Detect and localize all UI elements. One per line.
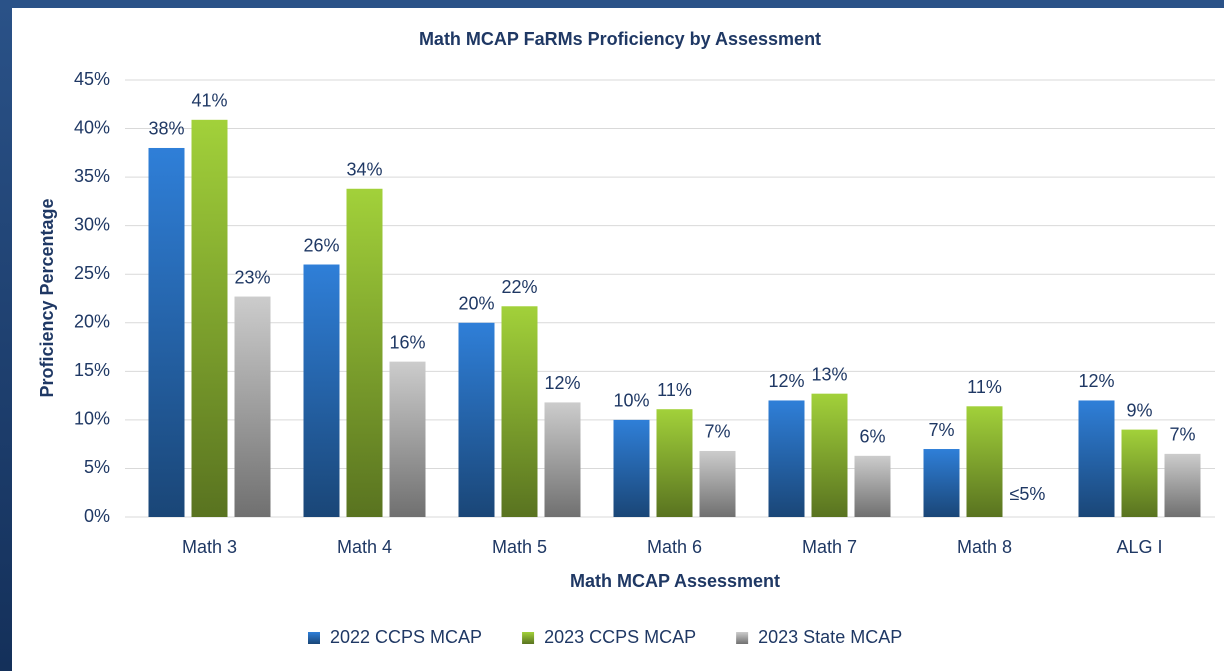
bar	[148, 147, 185, 517]
x-tick-label: Math 6	[647, 537, 702, 557]
y-tick-label: 15%	[74, 360, 110, 380]
data-label: 11%	[657, 380, 692, 400]
data-label: 12%	[1078, 371, 1114, 391]
bar	[501, 306, 538, 517]
data-label: 7%	[928, 420, 954, 440]
bar	[389, 361, 426, 517]
data-label: 12%	[768, 371, 804, 391]
data-label: 23%	[234, 267, 270, 287]
y-axis-label: Proficiency Percentage	[37, 198, 57, 397]
x-tick-label: Math 5	[492, 537, 547, 557]
bar	[699, 450, 736, 517]
data-label: 26%	[303, 235, 339, 255]
bar	[544, 402, 581, 517]
legend-swatch	[308, 632, 320, 644]
y-tick-label: 10%	[74, 409, 110, 429]
bar	[346, 188, 383, 517]
legend-swatch	[736, 632, 749, 644]
data-label: 6%	[859, 427, 885, 447]
bar	[1121, 429, 1158, 517]
y-tick-label: 20%	[74, 312, 110, 332]
legend-label: 2023 CCPS MCAP	[544, 627, 696, 647]
x-tick-label: ALG I	[1116, 537, 1162, 557]
y-tick-label: 0%	[84, 506, 110, 526]
data-label: 9%	[1126, 400, 1152, 420]
data-label: 41%	[191, 91, 227, 111]
data-label: 13%	[811, 364, 847, 384]
data-label: ≤5%	[1010, 484, 1046, 504]
y-tick-label: 30%	[74, 214, 110, 234]
legend-label: 2022 CCPS MCAP	[330, 627, 482, 647]
bar	[854, 455, 891, 517]
data-label: 7%	[704, 422, 730, 442]
y-tick-label: 25%	[74, 263, 110, 283]
bar	[966, 406, 1003, 517]
x-tick-label: Math 3	[182, 537, 237, 557]
x-tick-label: Math 7	[802, 537, 857, 557]
bar	[1164, 453, 1201, 517]
bar	[303, 264, 340, 517]
data-label: 38%	[148, 119, 184, 139]
bar	[811, 393, 848, 517]
bar	[234, 296, 271, 517]
data-label: 11%	[967, 377, 1002, 397]
bar	[923, 449, 960, 517]
data-label: 22%	[501, 277, 537, 297]
data-label: 16%	[389, 332, 425, 352]
bar	[768, 400, 805, 517]
y-tick-label: 5%	[84, 457, 110, 477]
data-label: 34%	[346, 160, 382, 180]
bar	[613, 419, 650, 517]
y-tick-label: 40%	[74, 117, 110, 137]
bar	[458, 322, 495, 517]
data-label: 20%	[458, 294, 494, 314]
x-tick-label: Math 8	[957, 537, 1012, 557]
x-axis-label: Math MCAP Assessment	[570, 571, 780, 591]
bar	[1078, 400, 1115, 517]
legend-swatch	[522, 632, 535, 644]
y-tick-label: 35%	[74, 166, 110, 186]
data-label: 12%	[544, 373, 580, 393]
legend-label: 2023 State MCAP	[758, 627, 902, 647]
bar	[656, 409, 693, 517]
x-tick-label: Math 4	[337, 537, 392, 557]
data-label: 10%	[613, 391, 649, 411]
bar	[191, 119, 228, 517]
data-label: 7%	[1169, 425, 1195, 445]
y-tick-label: 45%	[74, 69, 110, 89]
chart-title: Math MCAP FaRMs Proficiency by Assessmen…	[419, 29, 821, 49]
